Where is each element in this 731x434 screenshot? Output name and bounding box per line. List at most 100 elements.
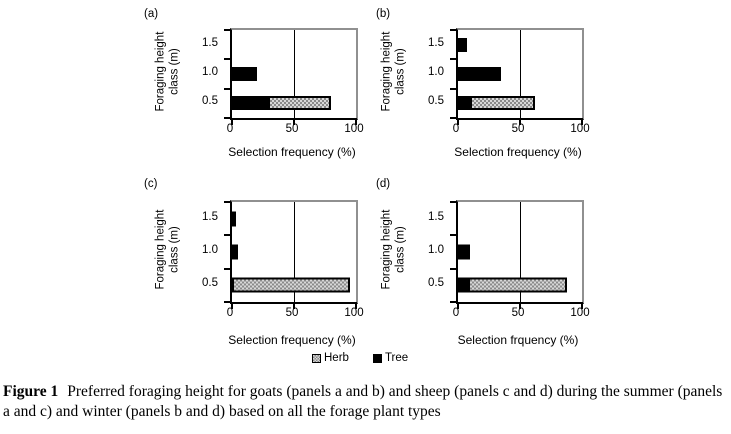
y-tick-label: 1.0	[428, 244, 444, 256]
panel-label: (c)	[144, 178, 158, 190]
legend-item-herb: Herb	[312, 352, 349, 364]
y-axis-title: Foraging height class (m)	[374, 200, 414, 300]
legend-label-herb: Herb	[324, 352, 349, 364]
y-tick-label: 0.5	[428, 277, 444, 290]
x-axis-title: Selection frequency (%)	[228, 333, 356, 347]
bar-class-1-5	[232, 211, 236, 227]
herb-swatch-icon	[312, 353, 321, 363]
tree-swatch-icon	[372, 353, 382, 363]
bar-class-1-0	[458, 244, 471, 260]
y-axis-tick-labels: 1.5 1.0 0.5	[190, 200, 224, 300]
y-axis-title: Foraging height class (m)	[148, 28, 188, 116]
x-tick-label: 50	[285, 307, 299, 319]
y-tick-mark	[450, 234, 456, 237]
x-tick-label: 100	[570, 123, 590, 135]
y-tick-mark	[224, 267, 230, 270]
figure-caption: Figure 1 Preferred foraging height for go…	[3, 382, 729, 422]
chart-panel: (a) Foraging height class (m) 1.5 1.0 0.5 0…	[138, 6, 378, 181]
plot-area	[450, 28, 584, 125]
x-tick-mark	[355, 302, 357, 309]
plot-area	[224, 200, 358, 309]
x-tick-label: 50	[511, 307, 525, 319]
x-tick-label: 50	[285, 123, 299, 135]
bar-row	[232, 59, 356, 88]
x-tick-mark	[581, 118, 583, 125]
x-tick-mark	[231, 302, 233, 309]
caption-text: Preferred foraging height for goats (pan…	[3, 383, 723, 420]
x-tick-mark	[293, 302, 295, 309]
y-tick-mark	[450, 301, 456, 303]
y-axis-tick-labels: 1.5 1.0 0.5	[416, 200, 450, 300]
x-axis-title: Selection frquency (%)	[457, 333, 579, 347]
y-tick-mark	[450, 29, 456, 31]
y-tick-mark	[450, 201, 456, 203]
bar-row	[458, 269, 582, 302]
plot-area	[224, 28, 358, 125]
y-tick-label: 1.0	[202, 244, 218, 256]
x-tick-mark	[519, 302, 521, 309]
y-axis-title-text: Foraging height class (m)	[380, 32, 407, 112]
y-tick-label: 1.0	[202, 66, 218, 78]
x-tick-mark	[519, 118, 521, 125]
bar-row	[232, 235, 356, 268]
x-tick-label: 100	[344, 123, 364, 135]
bar-class-0-5	[232, 277, 350, 293]
y-tick-mark	[450, 58, 456, 61]
y-axis-tick-labels: 1.5 1.0 0.5	[190, 28, 224, 116]
y-tick-mark	[224, 117, 230, 119]
x-tick-mark	[457, 118, 459, 125]
chart-panel: (d) Foraging height class (m) 1.5 1.0 0.5 0…	[370, 176, 610, 351]
bar-class-0-5	[458, 277, 568, 293]
panel-label: (a)	[144, 8, 159, 20]
chart-panel: (c) Foraging height class (m) 1.5 1.0 0.5 0…	[138, 176, 378, 351]
gridline-50	[294, 202, 295, 302]
y-tick-mark	[224, 234, 230, 237]
y-tick-label: 0.5	[202, 277, 218, 290]
y-axis-title: Foraging height class (m)	[374, 28, 414, 116]
x-tick-mark	[231, 118, 233, 125]
y-tick-label: 1.5	[202, 36, 218, 49]
x-tick-label: 100	[344, 307, 364, 319]
x-tick-label: 0	[226, 307, 234, 319]
y-tick-mark	[224, 29, 230, 31]
bar-class-1-5	[458, 37, 467, 52]
y-tick-mark	[224, 201, 230, 203]
panel-label: (b)	[376, 8, 391, 20]
tree-segment	[460, 98, 472, 109]
x-tick-label: 0	[226, 123, 234, 135]
y-axis-title: Foraging height class (m)	[148, 200, 188, 300]
x-tick-label: 0	[452, 307, 460, 319]
gridline-50	[294, 30, 295, 118]
y-tick-mark	[224, 87, 230, 90]
x-tick-label: 0	[452, 123, 460, 135]
bar-class-1-0	[458, 66, 502, 81]
y-tick-label: 0.5	[428, 95, 444, 108]
y-tick-mark	[224, 58, 230, 61]
y-tick-mark	[450, 117, 456, 119]
bar-class-1-0	[232, 66, 257, 81]
gridline-50	[520, 30, 521, 118]
y-tick-mark	[450, 87, 456, 90]
y-tick-label: 1.5	[202, 210, 218, 223]
y-tick-label: 0.5	[202, 95, 218, 108]
bar-row	[458, 235, 582, 268]
panel-label: (d)	[376, 178, 391, 190]
plot-area	[450, 200, 584, 309]
tree-segment	[460, 279, 470, 291]
y-axis-title-text: Foraging height class (m)	[154, 32, 181, 112]
legend-label-tree: Tree	[384, 352, 409, 364]
y-axis-title-text: Foraging height class (m)	[380, 210, 407, 290]
bar-row	[232, 30, 356, 59]
bar-row	[458, 59, 582, 88]
bar-row	[232, 269, 356, 302]
bar-row	[232, 202, 356, 235]
tree-segment	[234, 98, 270, 109]
chart-panel: (b) Foraging height class (m) 1.5 1.0 0.5 0…	[370, 6, 610, 181]
legend-item-tree: Tree	[372, 352, 409, 364]
caption-label: Figure 1	[3, 383, 59, 400]
bar-class-0-5	[458, 96, 535, 111]
bar-row	[458, 202, 582, 235]
y-tick-label: 1.0	[428, 66, 444, 78]
x-tick-mark	[581, 302, 583, 309]
bar-row	[458, 30, 582, 59]
